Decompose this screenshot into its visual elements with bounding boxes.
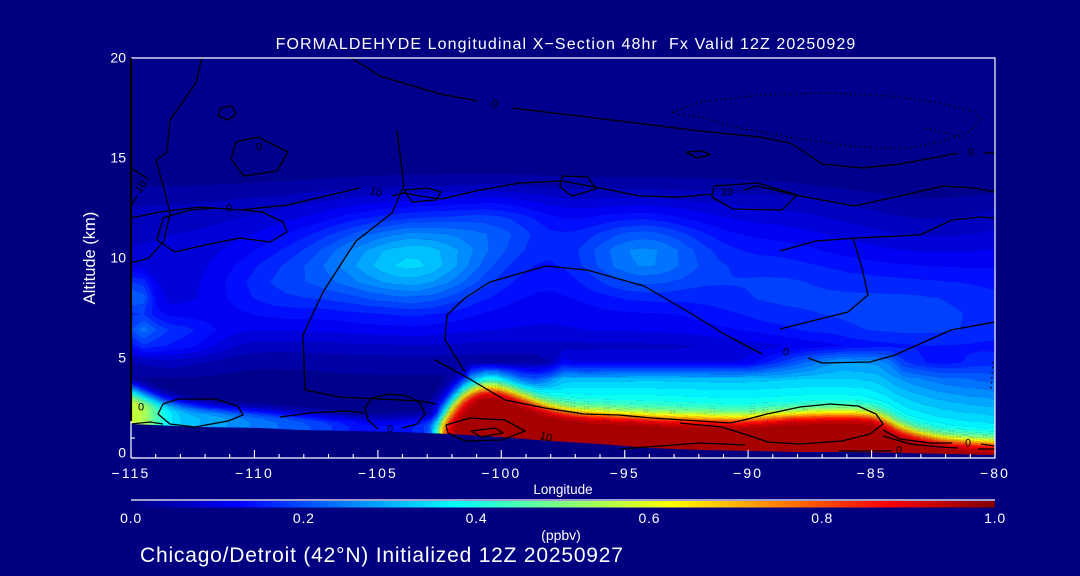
svg-text:Altitude (km): Altitude (km) (81, 212, 99, 305)
svg-text:−80: −80 (980, 465, 1010, 481)
svg-text:0.4: 0.4 (466, 510, 488, 526)
svg-text:−115: −115 (112, 465, 151, 481)
svg-text:0.2: 0.2 (293, 510, 315, 526)
svg-text:0: 0 (118, 445, 126, 461)
svg-text:0: 0 (782, 346, 790, 359)
svg-text:−100: −100 (481, 465, 521, 481)
svg-text:10: 10 (133, 179, 150, 196)
svg-text:10: 10 (538, 430, 553, 445)
svg-text:−110: −110 (235, 465, 274, 481)
svg-text:0: 0 (256, 142, 262, 154)
svg-text:−85: −85 (857, 465, 887, 481)
svg-text:0: 0 (965, 438, 971, 450)
svg-text:0.0: 0.0 (120, 510, 142, 526)
svg-text:5: 5 (118, 350, 126, 366)
svg-text:0: 0 (896, 445, 902, 457)
svg-text:0: 0 (387, 424, 393, 436)
svg-text:10: 10 (368, 185, 383, 200)
svg-text:1.0: 1.0 (984, 510, 1006, 526)
svg-text:0.6: 0.6 (638, 510, 660, 526)
svg-text:15: 15 (110, 150, 126, 166)
svg-text:0: 0 (491, 98, 499, 111)
svg-text:−90: −90 (733, 465, 763, 481)
svg-text:10: 10 (110, 250, 126, 266)
svg-text:0: 0 (138, 402, 144, 414)
svg-text:FORMALDEHYDE Longitudinal X−Se: FORMALDEHYDE Longitudinal X−Section 48hr… (276, 36, 857, 53)
svg-text:10: 10 (721, 187, 733, 199)
svg-text:Longitude: Longitude (533, 482, 592, 497)
svg-text:0: 0 (968, 147, 974, 159)
svg-text:(ppbv): (ppbv) (541, 527, 581, 543)
svg-text:0: 0 (226, 203, 232, 215)
svg-text:0.8: 0.8 (811, 510, 833, 526)
svg-text:20: 20 (110, 50, 126, 66)
svg-text:−95: −95 (610, 465, 640, 481)
svg-text:−105: −105 (358, 465, 398, 481)
svg-text:Chicago/Detroit (42°N) Initial: Chicago/Detroit (42°N) Initialized 12Z 2… (140, 544, 624, 567)
